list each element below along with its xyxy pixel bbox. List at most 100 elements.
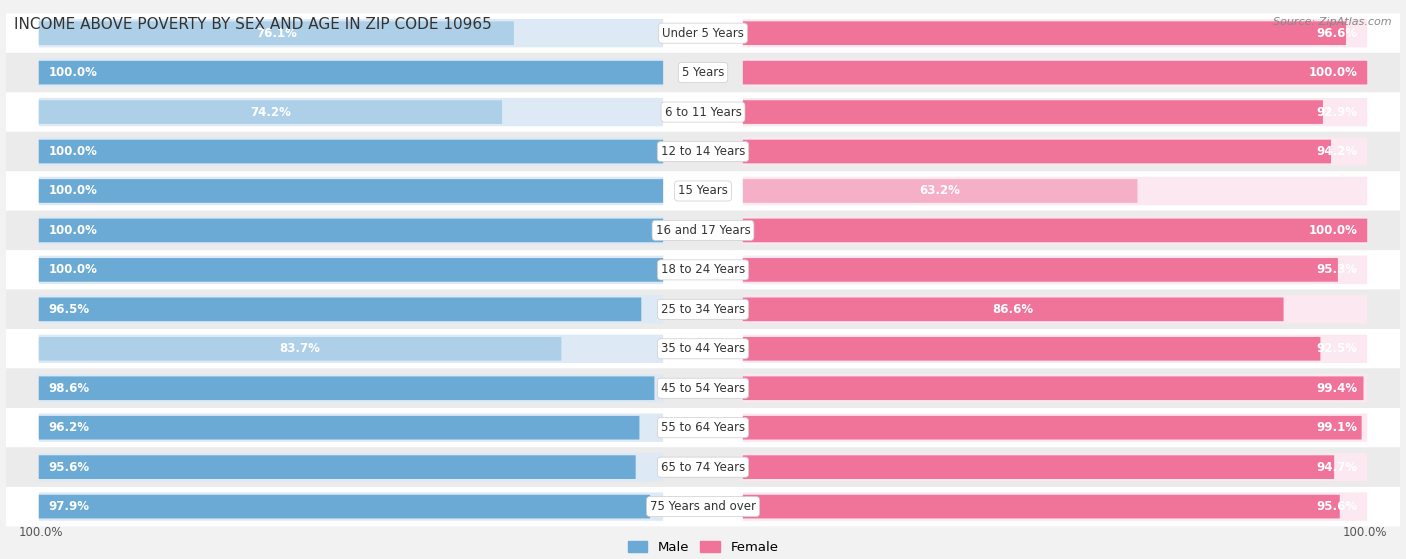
Text: 5 Years: 5 Years (682, 66, 724, 79)
FancyBboxPatch shape (6, 329, 1400, 368)
Text: 100.0%: 100.0% (49, 224, 97, 237)
Text: 63.2%: 63.2% (920, 184, 960, 197)
FancyBboxPatch shape (39, 98, 664, 126)
Text: 100.0%: 100.0% (1309, 66, 1357, 79)
Text: 74.2%: 74.2% (250, 106, 291, 119)
FancyBboxPatch shape (6, 132, 1400, 171)
Text: 100.0%: 100.0% (18, 526, 63, 539)
FancyBboxPatch shape (742, 255, 1367, 284)
Text: 99.4%: 99.4% (1316, 382, 1357, 395)
Text: 92.5%: 92.5% (1316, 342, 1357, 356)
FancyBboxPatch shape (742, 495, 1340, 518)
Text: 96.5%: 96.5% (49, 303, 90, 316)
FancyBboxPatch shape (39, 59, 664, 87)
Text: 95.6%: 95.6% (49, 461, 90, 473)
FancyBboxPatch shape (742, 98, 1367, 126)
Text: 100.0%: 100.0% (49, 66, 97, 79)
FancyBboxPatch shape (742, 140, 1331, 163)
FancyBboxPatch shape (742, 61, 1367, 84)
FancyBboxPatch shape (39, 21, 515, 45)
FancyBboxPatch shape (39, 177, 664, 205)
FancyBboxPatch shape (742, 414, 1367, 442)
FancyBboxPatch shape (39, 337, 561, 361)
Text: 94.7%: 94.7% (1316, 461, 1357, 473)
FancyBboxPatch shape (6, 447, 1400, 487)
Text: 96.6%: 96.6% (1316, 27, 1357, 40)
Text: 35 to 44 Years: 35 to 44 Years (661, 342, 745, 356)
FancyBboxPatch shape (742, 335, 1367, 363)
FancyBboxPatch shape (39, 374, 664, 402)
FancyBboxPatch shape (39, 216, 664, 245)
Text: 12 to 14 Years: 12 to 14 Years (661, 145, 745, 158)
FancyBboxPatch shape (6, 13, 1400, 53)
FancyBboxPatch shape (742, 19, 1367, 48)
FancyBboxPatch shape (742, 177, 1367, 205)
FancyBboxPatch shape (742, 138, 1367, 165)
FancyBboxPatch shape (39, 376, 654, 400)
Legend: Male, Female: Male, Female (623, 536, 783, 559)
FancyBboxPatch shape (6, 92, 1400, 132)
Text: 94.2%: 94.2% (1316, 145, 1357, 158)
FancyBboxPatch shape (742, 416, 1361, 439)
Text: 55 to 64 Years: 55 to 64 Years (661, 421, 745, 434)
FancyBboxPatch shape (742, 453, 1367, 481)
FancyBboxPatch shape (742, 258, 1339, 282)
Text: INCOME ABOVE POVERTY BY SEX AND AGE IN ZIP CODE 10965: INCOME ABOVE POVERTY BY SEX AND AGE IN Z… (14, 17, 492, 32)
FancyBboxPatch shape (6, 487, 1400, 527)
FancyBboxPatch shape (6, 408, 1400, 447)
Text: 100.0%: 100.0% (1309, 224, 1357, 237)
FancyBboxPatch shape (6, 53, 1400, 92)
FancyBboxPatch shape (39, 295, 664, 324)
FancyBboxPatch shape (39, 219, 664, 242)
Text: 100.0%: 100.0% (49, 263, 97, 276)
FancyBboxPatch shape (39, 179, 664, 203)
FancyBboxPatch shape (6, 171, 1400, 211)
Text: 6 to 11 Years: 6 to 11 Years (665, 106, 741, 119)
FancyBboxPatch shape (39, 495, 650, 518)
FancyBboxPatch shape (742, 219, 1367, 242)
Text: 96.2%: 96.2% (49, 421, 90, 434)
Text: 98.6%: 98.6% (49, 382, 90, 395)
FancyBboxPatch shape (39, 297, 641, 321)
Text: 100.0%: 100.0% (49, 184, 97, 197)
Text: 45 to 54 Years: 45 to 54 Years (661, 382, 745, 395)
Text: 95.6%: 95.6% (1316, 500, 1357, 513)
Text: 16 and 17 Years: 16 and 17 Years (655, 224, 751, 237)
FancyBboxPatch shape (39, 255, 664, 284)
FancyBboxPatch shape (6, 368, 1400, 408)
FancyBboxPatch shape (742, 492, 1367, 521)
Text: 100.0%: 100.0% (1343, 526, 1388, 539)
Text: 76.1%: 76.1% (256, 27, 297, 40)
Text: 75 Years and over: 75 Years and over (650, 500, 756, 513)
FancyBboxPatch shape (742, 374, 1367, 402)
FancyBboxPatch shape (39, 414, 664, 442)
FancyBboxPatch shape (39, 416, 640, 439)
Text: 15 Years: 15 Years (678, 184, 728, 197)
FancyBboxPatch shape (742, 456, 1334, 479)
Text: 18 to 24 Years: 18 to 24 Years (661, 263, 745, 276)
FancyBboxPatch shape (39, 258, 664, 282)
FancyBboxPatch shape (39, 100, 502, 124)
FancyBboxPatch shape (39, 456, 636, 479)
Text: 97.9%: 97.9% (49, 500, 90, 513)
FancyBboxPatch shape (6, 211, 1400, 250)
FancyBboxPatch shape (39, 140, 664, 163)
FancyBboxPatch shape (6, 250, 1400, 290)
FancyBboxPatch shape (39, 335, 664, 363)
FancyBboxPatch shape (39, 19, 664, 48)
FancyBboxPatch shape (742, 21, 1346, 45)
Text: 100.0%: 100.0% (49, 145, 97, 158)
Text: 95.3%: 95.3% (1316, 263, 1357, 276)
Text: Under 5 Years: Under 5 Years (662, 27, 744, 40)
FancyBboxPatch shape (742, 337, 1320, 361)
Text: 92.9%: 92.9% (1316, 106, 1357, 119)
FancyBboxPatch shape (742, 100, 1323, 124)
FancyBboxPatch shape (742, 59, 1367, 87)
FancyBboxPatch shape (39, 453, 664, 481)
FancyBboxPatch shape (39, 138, 664, 165)
Text: 99.1%: 99.1% (1316, 421, 1357, 434)
FancyBboxPatch shape (742, 376, 1364, 400)
FancyBboxPatch shape (742, 297, 1284, 321)
Text: Source: ZipAtlas.com: Source: ZipAtlas.com (1274, 17, 1392, 27)
FancyBboxPatch shape (742, 179, 1137, 203)
